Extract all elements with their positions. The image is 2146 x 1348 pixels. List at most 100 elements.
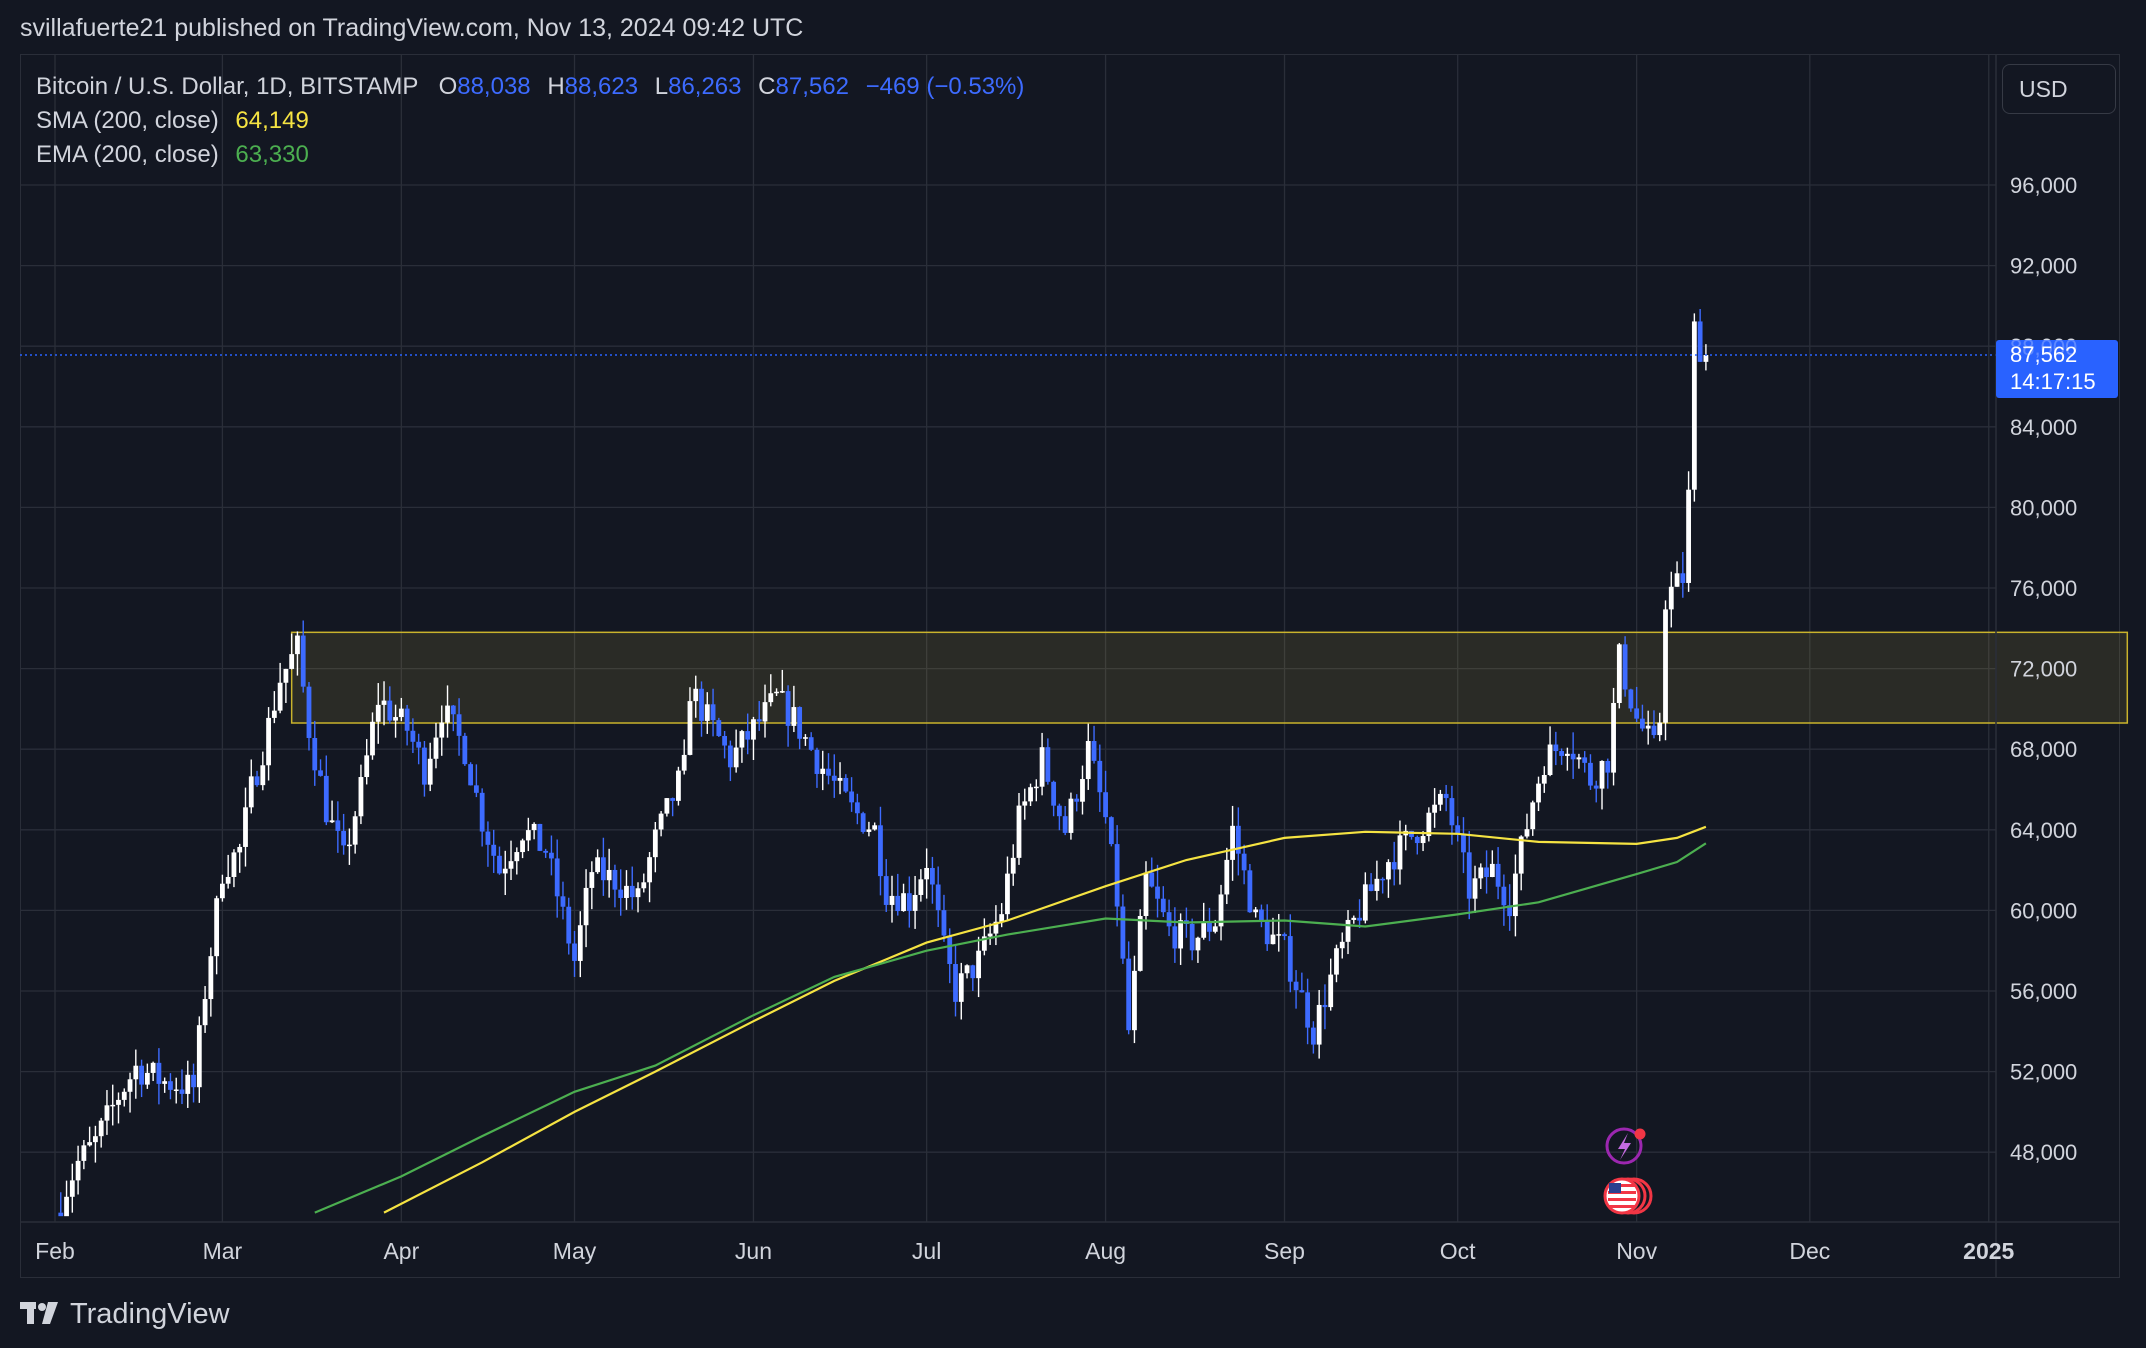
candle[interactable] [566, 897, 572, 955]
candle[interactable] [520, 838, 525, 859]
candle[interactable] [110, 1084, 116, 1126]
candle[interactable] [785, 685, 791, 747]
candle[interactable] [231, 849, 237, 888]
candle[interactable] [479, 788, 485, 847]
candle[interactable] [1155, 864, 1160, 918]
candle[interactable] [1645, 710, 1651, 745]
candle[interactable] [1403, 824, 1409, 851]
candle[interactable] [1010, 844, 1016, 886]
candle[interactable] [202, 986, 208, 1033]
candle[interactable] [618, 869, 624, 916]
candle[interactable] [1259, 904, 1264, 928]
candle[interactable] [1160, 886, 1166, 918]
candle[interactable] [98, 1117, 104, 1148]
candle[interactable] [462, 732, 468, 766]
candle[interactable] [554, 839, 560, 918]
candle[interactable] [1045, 738, 1051, 785]
candle[interactable] [1611, 687, 1616, 786]
candle[interactable] [404, 704, 410, 746]
candle[interactable] [1386, 859, 1391, 898]
candle[interactable] [133, 1049, 139, 1099]
candle[interactable] [537, 823, 543, 852]
candle[interactable] [699, 681, 704, 737]
candle[interactable] [1524, 813, 1530, 839]
candle[interactable] [1328, 958, 1334, 1011]
candle[interactable] [185, 1060, 191, 1108]
candle[interactable] [1461, 817, 1466, 874]
candle[interactable] [1074, 794, 1080, 812]
candle[interactable] [1455, 816, 1461, 842]
candle[interactable] [831, 754, 837, 798]
candle[interactable] [1582, 751, 1588, 773]
currency-button[interactable]: USD [2002, 64, 2116, 114]
candle[interactable] [341, 813, 347, 855]
candle[interactable] [410, 718, 416, 754]
candle[interactable] [1640, 704, 1645, 732]
candle[interactable] [1530, 800, 1536, 836]
candle[interactable] [1599, 760, 1605, 810]
candle[interactable] [1126, 941, 1132, 1035]
candle[interactable] [981, 918, 987, 956]
candle[interactable] [1253, 907, 1259, 918]
candle[interactable] [797, 706, 803, 750]
candle[interactable] [1553, 731, 1559, 766]
candle[interactable] [364, 739, 370, 785]
candle[interactable] [1518, 835, 1524, 891]
candle[interactable] [1588, 754, 1593, 790]
candle[interactable] [1097, 744, 1103, 812]
candle[interactable] [976, 936, 981, 998]
candle[interactable] [1264, 904, 1270, 951]
candle[interactable] [889, 875, 895, 923]
candle[interactable] [1166, 899, 1172, 937]
candle[interactable] [935, 866, 941, 928]
candle[interactable] [1108, 816, 1114, 847]
candle[interactable] [1651, 710, 1657, 739]
candle[interactable] [895, 873, 901, 916]
candle[interactable] [1657, 712, 1663, 742]
candle[interactable] [693, 675, 699, 718]
candle[interactable] [1351, 915, 1357, 924]
candle[interactable] [312, 720, 318, 786]
candle[interactable] [381, 681, 387, 726]
candle[interactable] [58, 1192, 64, 1217]
candle[interactable] [1374, 860, 1380, 901]
candle[interactable] [1472, 865, 1478, 914]
candle[interactable] [1247, 863, 1253, 913]
candle[interactable] [664, 798, 670, 817]
candle[interactable] [1368, 873, 1374, 892]
candle[interactable] [254, 770, 260, 787]
candle[interactable] [473, 764, 479, 798]
candle[interactable] [116, 1092, 121, 1124]
candle[interactable] [1316, 989, 1322, 1059]
legend-sma-row[interactable]: SMA (200, close) 64,149 [36, 104, 1024, 138]
candle[interactable] [1207, 907, 1212, 942]
candle[interactable] [1282, 932, 1287, 941]
candle[interactable] [814, 747, 820, 788]
candle[interactable] [1114, 825, 1120, 927]
candle[interactable] [918, 869, 924, 902]
candle[interactable] [912, 875, 918, 929]
candle[interactable] [1570, 732, 1576, 779]
candle[interactable] [1616, 643, 1622, 709]
candle[interactable] [947, 928, 953, 984]
candle[interactable] [162, 1077, 168, 1093]
candle[interactable] [1686, 471, 1691, 592]
candle[interactable] [179, 1069, 185, 1105]
candle[interactable] [1051, 780, 1057, 817]
candle[interactable] [323, 755, 329, 826]
candle[interactable] [704, 692, 710, 734]
price-tag[interactable]: 88,000 87,562 14:17:15 [1996, 335, 2118, 398]
candle[interactable] [1022, 788, 1028, 820]
candle[interactable] [826, 753, 831, 785]
candle[interactable] [843, 774, 849, 793]
candle[interactable] [1380, 877, 1386, 894]
candle[interactable] [271, 691, 277, 724]
candle[interactable] [1345, 910, 1351, 955]
candle[interactable] [1634, 686, 1640, 723]
candle[interactable] [127, 1072, 133, 1113]
candle[interactable] [277, 662, 283, 714]
candle[interactable] [289, 633, 295, 670]
candle[interactable] [1628, 688, 1634, 712]
candle[interactable] [433, 722, 439, 769]
